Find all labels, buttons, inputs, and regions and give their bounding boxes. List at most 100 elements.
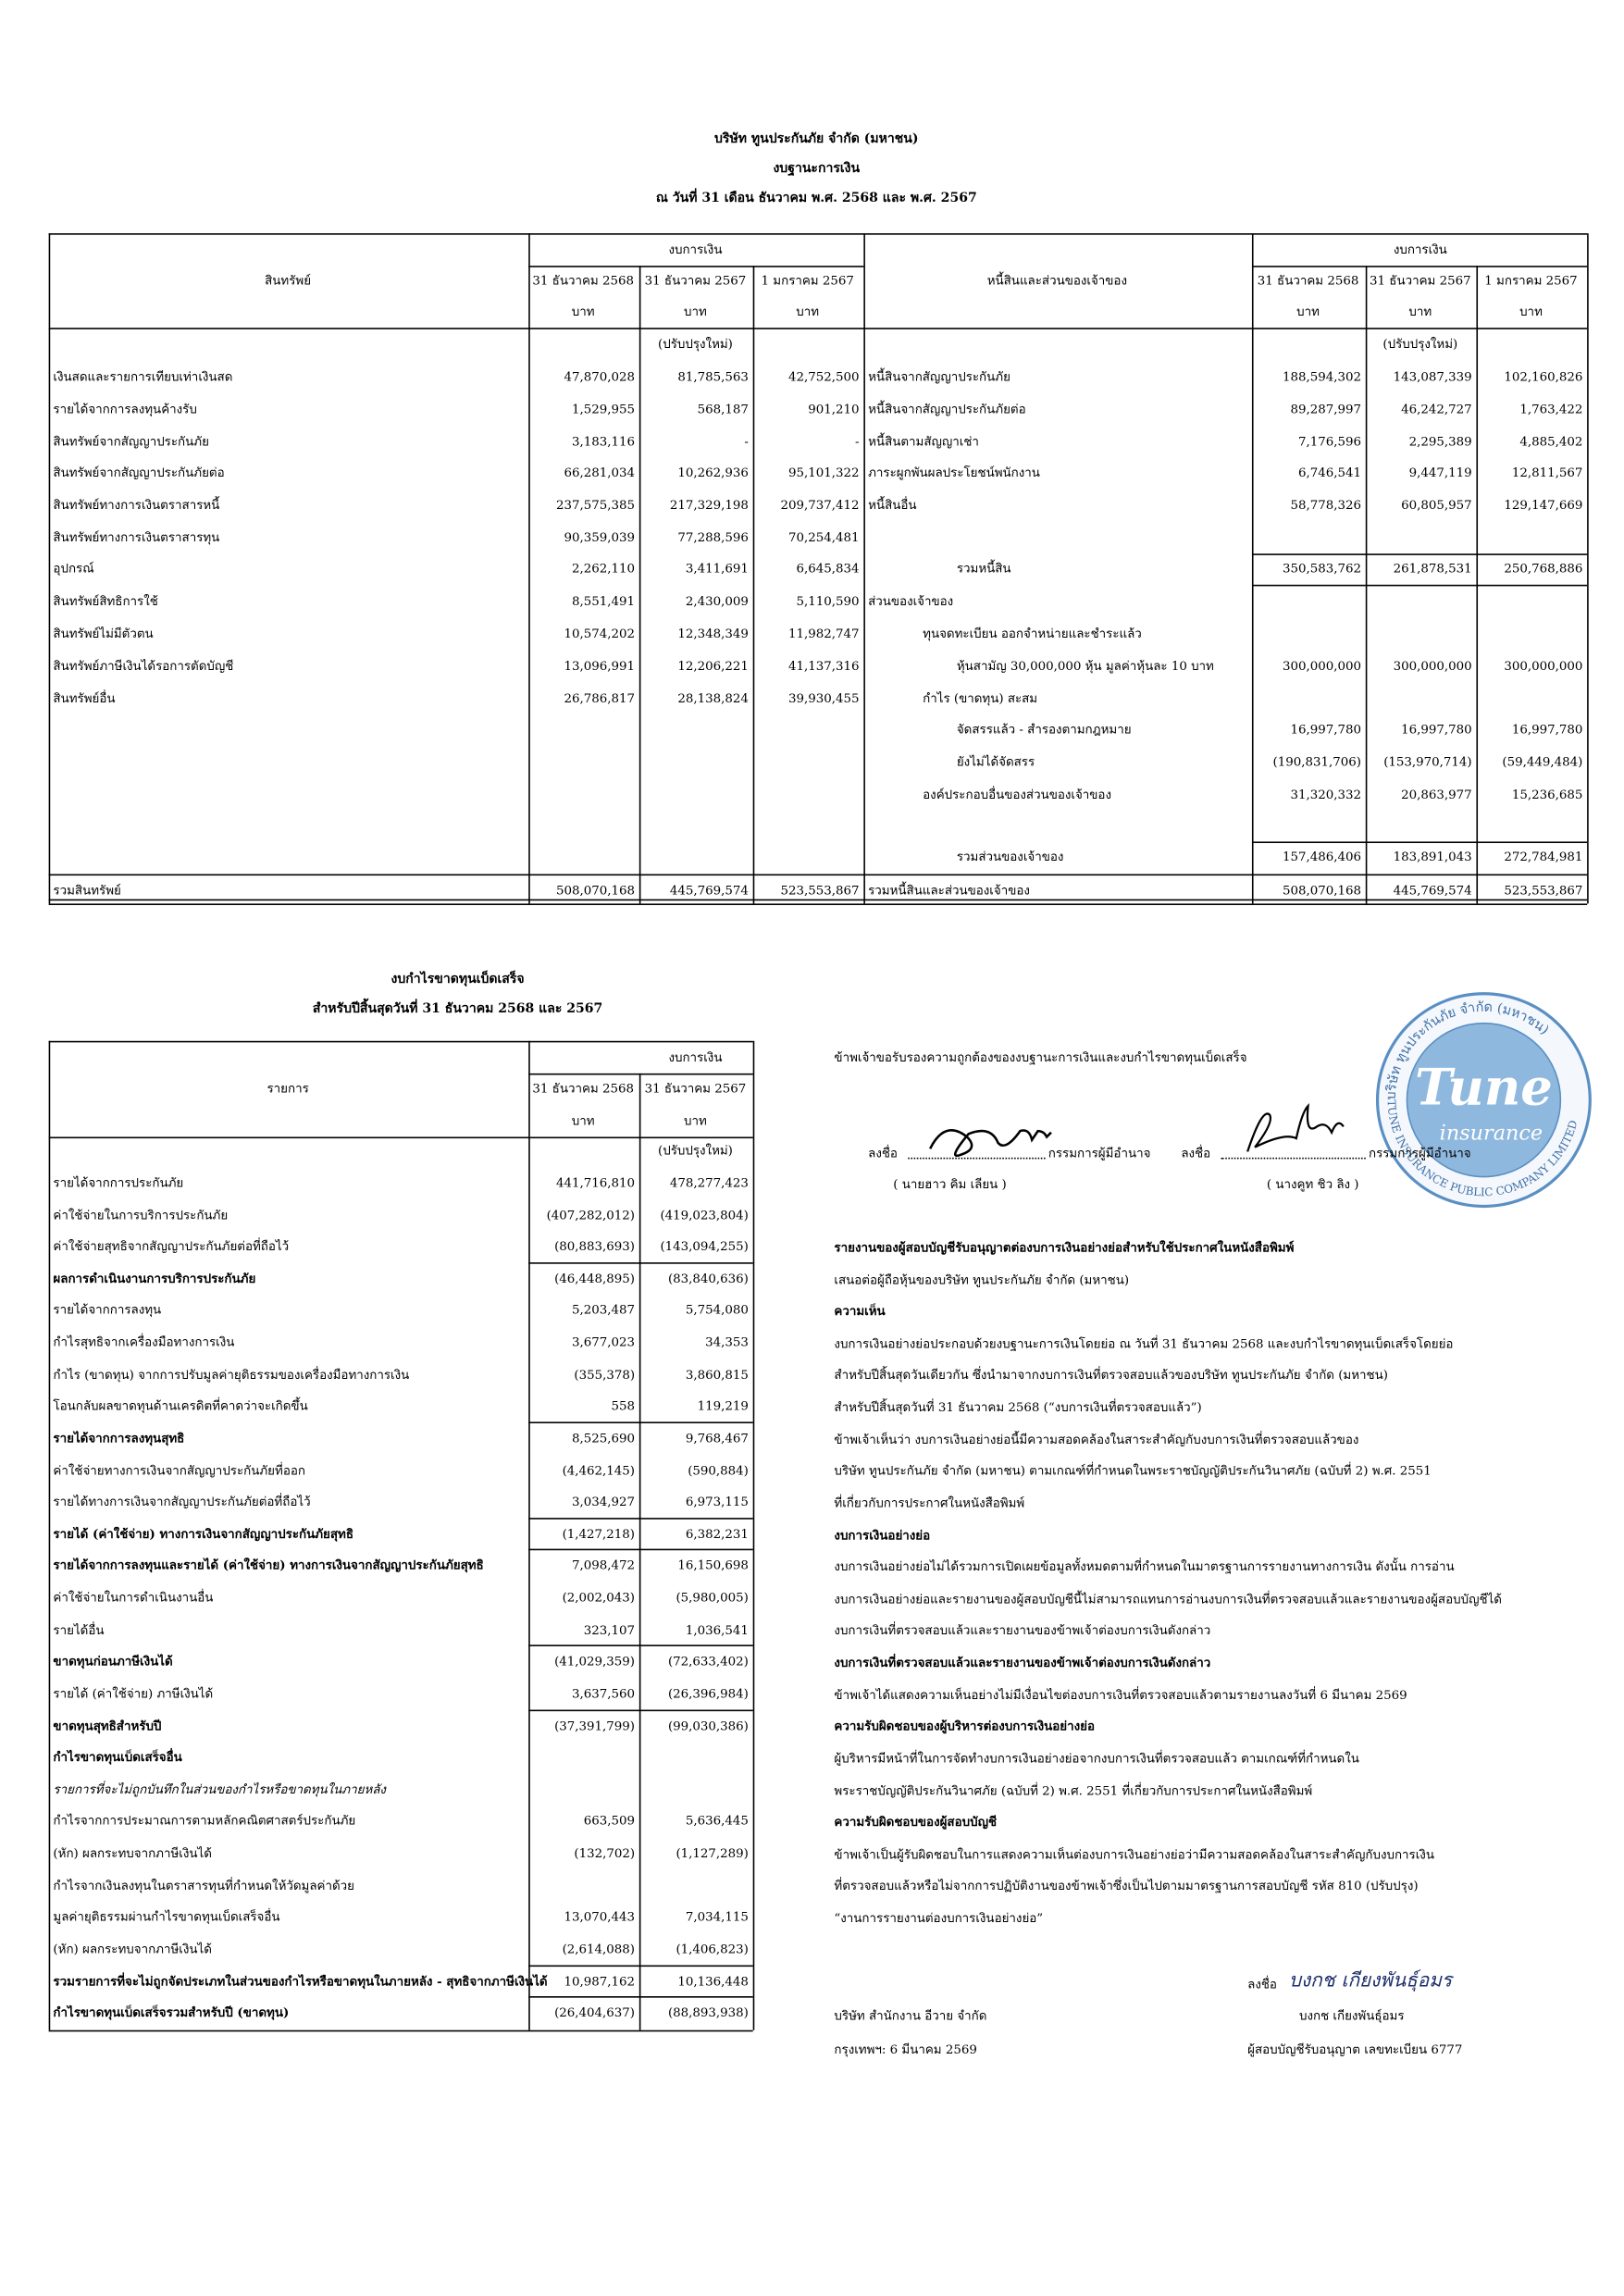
cell-value: 7,176,596 — [1297, 433, 1362, 449]
rule — [48, 903, 1588, 905]
cell-value: (88,893,938) — [667, 2004, 749, 2020]
cell-value: 10,262,936 — [677, 465, 749, 480]
cell-value: 250,768,886 — [1504, 560, 1583, 576]
cell-value: (132,702) — [574, 1845, 636, 1860]
report-heading: ความเห็น — [834, 1303, 886, 1319]
cell-value: - — [855, 433, 860, 449]
cell-value: (2,002,043) — [562, 1590, 636, 1606]
report-heading: ความรับผิดชอบของผู้บริหารต่องบการเงินอย่… — [834, 1719, 1096, 1734]
cell-value: (419,023,804) — [660, 1207, 749, 1222]
cell-value: (5,980,005) — [676, 1590, 749, 1606]
cell-value: (37,391,799) — [554, 1718, 636, 1732]
report-line: ที่ตรวจสอบแล้วหรือไม่จากการปฏิบัติงานของ… — [834, 1878, 1419, 1893]
row-label: ขาดทุนก่อนภาษีเงินได้ — [53, 1654, 173, 1669]
rule — [528, 1644, 753, 1647]
report-line: งบการเงินอย่างย่อไม่ได้รวมการเปิดเผยข้อม… — [834, 1558, 1455, 1574]
cell-value: 300,000,000 — [1282, 658, 1362, 674]
row-label: ค่าใช้จ่ายในการดำเนินงานอื่น — [53, 1590, 214, 1606]
cell-value: 10,987,162 — [564, 1972, 636, 1988]
rule — [528, 1040, 530, 2030]
dotted-line — [1221, 1157, 1366, 1160]
auditor-signature: บงกช เกียงพันธุ์อมร — [1288, 1970, 1453, 1993]
cell-value: (26,396,984) — [667, 1685, 749, 1701]
cell-value: 3,411,691 — [685, 560, 749, 576]
cell-value: (355,378) — [574, 1366, 636, 1382]
cell-value: 350,583,762 — [1282, 560, 1362, 576]
cell-value: 6,645,834 — [796, 560, 860, 576]
column-date: 1 มกราคม 2567 — [761, 272, 854, 288]
row-label: รายได้ทางการเงินจากสัญญาประกันภัยต่อที่ถ… — [53, 1494, 311, 1509]
cell-value: 183,891,043 — [1393, 849, 1472, 864]
column-header: หนี้สินและส่วนของเจ้าของ — [986, 272, 1127, 288]
row-label: หุ้นสามัญ 30,000,000 หุ้น มูลค่าหุ้นละ 1… — [956, 658, 1214, 674]
cell-value: 300,000,000 — [1393, 658, 1472, 674]
auditor-license: ผู้สอบบัญชีรับอนุญาต เลขทะเบียน 6777 — [1247, 2042, 1463, 2057]
report-line: เสนอต่อผู้ถือหุ้นของบริษัท ทูนประกันภัย … — [834, 1272, 1130, 1287]
cell-value: 2,430,009 — [685, 593, 749, 609]
rule — [48, 1040, 50, 2030]
row-label: ภาระผูกพันผลประโยชน์พนักงาน — [868, 465, 1040, 480]
cell-value: 7,034,115 — [685, 1908, 749, 1924]
row-label: จัดสรรแล้ว - สำรองตามกฎหมาย — [956, 721, 1132, 737]
row-label: ค่าใช้จ่ายสุทธิจากสัญญาประกันภัยต่อที่ถื… — [53, 1238, 290, 1254]
cell-value: 66,281,034 — [564, 465, 636, 480]
cell-value: 9,447,119 — [1408, 465, 1472, 480]
cell-value: 12,811,567 — [1511, 465, 1583, 480]
row-label: ผลการดำเนินงานการบริการประกันภัย — [53, 1271, 256, 1286]
rule — [48, 2029, 753, 2032]
cell-value: 70,254,481 — [788, 529, 860, 545]
cell-value: - — [744, 433, 749, 449]
cell-value: 300,000,000 — [1504, 658, 1583, 674]
total-value: 523,553,867 — [1504, 882, 1583, 898]
row-label: มูลค่ายุติธรรมผ่านกำไรขาดทุนเบ็ดเสร็จอื่… — [53, 1908, 280, 1924]
cell-value: 20,863,977 — [1401, 787, 1472, 802]
cell-value: 31,320,332 — [1290, 787, 1362, 802]
statement-date: สำหรับปีสิ้นสุดวันที่ 31 ธันวาคม 2568 แล… — [312, 1001, 603, 1017]
report-line: งบการเงินอย่างย่อประกอบด้วยงบฐานะการเงิน… — [834, 1335, 1454, 1351]
cell-value: 46,242,727 — [1401, 401, 1472, 416]
rule — [1251, 584, 1588, 587]
total-label: รวมสินทรัพย์ — [53, 882, 121, 898]
report-line: งบการเงินที่ตรวจสอบแล้วและรายงานของข้าพเ… — [834, 1622, 1211, 1638]
column-unit: บาท — [1408, 304, 1432, 319]
row-label: สินทรัพย์ภาษีเงินได้รอการตัดบัญชี — [53, 658, 234, 674]
row-label: ยังไม่ได้จัดสรร — [956, 753, 1035, 769]
cell-value: 3,183,116 — [572, 433, 636, 449]
row-label: รวมหนี้สิน — [956, 560, 1011, 576]
row-label: สินทรัพย์จากสัญญาประกันภัยต่อ — [53, 465, 225, 480]
cell-value: (1,427,218) — [562, 1526, 636, 1542]
cell-value: 42,752,500 — [788, 368, 860, 384]
rule — [638, 1073, 641, 2030]
restated-note: (ปรับปรุงใหม่) — [1382, 336, 1458, 352]
cell-value: 12,206,221 — [677, 658, 749, 674]
signer-name: ( นายฮาว คิม เลียน ) — [893, 1176, 1007, 1192]
rule — [528, 266, 864, 267]
cell-value: 272,784,981 — [1504, 849, 1583, 864]
cell-value: 81,785,563 — [677, 368, 749, 384]
row-label: โอนกลับผลขาดทุนด้านเครดิตที่คาดว่าจะเกิด… — [53, 1398, 308, 1414]
sign-label: ลงชื่อ — [1181, 1145, 1211, 1160]
column-unit: บาท — [684, 1112, 707, 1128]
sign-label: ลงชื่อ — [868, 1145, 898, 1160]
restated-note: (ปรับปรุงใหม่) — [658, 336, 733, 352]
cell-value: 95,101,322 — [788, 465, 860, 480]
total-value: 508,070,168 — [1282, 882, 1362, 898]
signature — [1246, 1102, 1345, 1152]
statement-date: ณ วันที่ 31 เดือน ธันวาคม พ.ศ. 2568 และ … — [655, 191, 977, 206]
row-label: กำไรจากการประมาณการตามหลักคณิตศาสตร์ประก… — [53, 1813, 356, 1829]
cell-value: 901,210 — [808, 401, 860, 416]
column-unit: บาท — [571, 304, 595, 319]
total-label: รวมหนี้สินและส่วนของเจ้าของ — [868, 882, 1030, 898]
cell-value: (590,884) — [688, 1462, 749, 1478]
cell-value: 47,870,028 — [564, 368, 636, 384]
cell-value: (80,883,693) — [554, 1238, 636, 1254]
column-unit: บาท — [1519, 304, 1543, 319]
row-label: (หัก) ผลกระทบจากภาษีเงินได้ — [53, 1845, 212, 1860]
rule — [1365, 266, 1368, 904]
cell-value: 157,486,406 — [1282, 849, 1362, 864]
report-line: ข้าพเจ้าเป็นผู้รับผิดชอบในการแสดงความเห็… — [834, 1846, 1434, 1862]
cell-value: 5,754,080 — [685, 1302, 749, 1318]
rule — [48, 233, 50, 904]
